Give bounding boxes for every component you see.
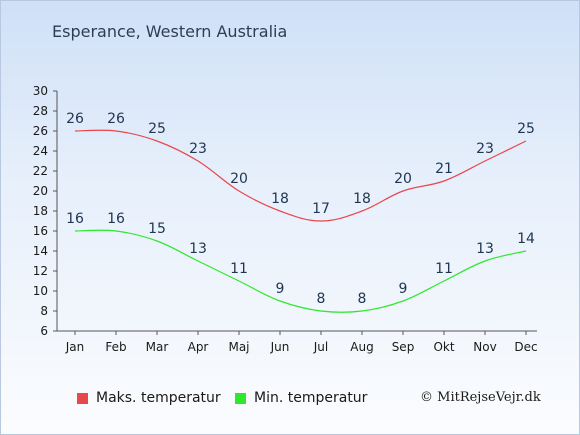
data-label-max: 25: [517, 121, 535, 137]
x-tick-label: Sep: [392, 340, 415, 354]
y-tick-label: 22: [33, 164, 48, 178]
data-label-max: 18: [353, 191, 371, 207]
data-label-min: 15: [148, 221, 166, 237]
y-tick-label: 6: [40, 324, 48, 338]
y-tick-label: 12: [33, 264, 48, 278]
data-label-max: 18: [271, 191, 289, 207]
legend-swatch-max: [77, 392, 88, 404]
x-tick-label: Nov: [473, 340, 496, 354]
legend-item-min: Min. temperatur: [235, 390, 367, 406]
data-label-max: 23: [189, 141, 207, 157]
data-label-max: 17: [312, 201, 330, 217]
y-tick-label: 14: [33, 244, 48, 258]
y-tick-label: 16: [33, 224, 48, 238]
y-tick-label: 26: [33, 124, 48, 138]
data-label-max: 26: [66, 111, 84, 127]
series-layer: [74, 129, 527, 313]
credit-text: © MitRejseVejr.dk: [420, 390, 541, 405]
x-tick-label: Mar: [146, 340, 169, 354]
data-label-min: 13: [189, 241, 207, 257]
data-label-max: 20: [230, 171, 248, 187]
x-tick-label: Jun: [270, 340, 290, 354]
data-label-min: 14: [517, 231, 535, 247]
y-tick-label: 24: [33, 144, 48, 158]
y-tick-label: 30: [33, 84, 48, 98]
x-tick-label: Jul: [313, 340, 328, 354]
x-tick-label: Maj: [228, 340, 249, 354]
axes: 6 8 10 12 14 16 18 20 22 24 26 28 30 Jan Feb Mar Apr Maj J…: [33, 84, 538, 354]
data-label-min: 13: [476, 241, 494, 257]
x-tick-label: Aug: [350, 340, 373, 354]
y-tick-label: 10: [33, 284, 48, 298]
chart-title: Esperance, Western Australia: [52, 22, 288, 41]
y-tick-label: 8: [40, 304, 48, 318]
legend-item-max: Maks. temperatur: [77, 390, 221, 406]
data-label-min: 11: [230, 261, 248, 277]
x-tick-label: Okt: [433, 340, 454, 354]
legend-swatch-min: [235, 392, 246, 404]
data-label-max: 26: [107, 111, 125, 127]
series-line-min: [74, 229, 527, 313]
data-label-min: 9: [276, 281, 285, 297]
data-label-min: 8: [358, 291, 367, 307]
x-tick-label: Feb: [105, 340, 126, 354]
series-line-max: [74, 129, 527, 222]
data-label-max: 21: [435, 161, 453, 177]
data-label-max: 20: [394, 171, 412, 187]
data-label-min: 16: [107, 211, 125, 227]
x-tick-label: Jan: [65, 340, 85, 354]
data-label-min: 8: [317, 291, 326, 307]
data-label-min: 16: [66, 211, 84, 227]
data-label-min: 11: [435, 261, 453, 277]
legend-label-min: Min. temperatur: [254, 390, 368, 406]
data-label-min: 9: [399, 281, 408, 297]
x-tick-label: Apr: [188, 340, 209, 354]
data-label-max: 23: [476, 141, 494, 157]
data-labels: 26 26 25 23 20 18 17 18 20 21 23 25 16 16 15 13 11 9 8 8 9 11…: [66, 111, 535, 307]
data-label-max: 25: [148, 121, 166, 137]
y-tick-label: 18: [33, 204, 48, 218]
y-tick-label: 28: [33, 104, 48, 118]
x-tick-label: Dec: [514, 340, 537, 354]
y-tick-label: 20: [33, 184, 48, 198]
legend-label-max: Maks. temperatur: [96, 390, 221, 406]
